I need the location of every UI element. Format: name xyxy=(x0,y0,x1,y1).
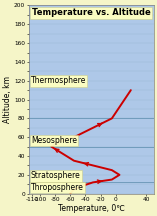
X-axis label: Temperature, 0℃: Temperature, 0℃ xyxy=(58,203,125,213)
Text: Temperature vs. Altitude: Temperature vs. Altitude xyxy=(32,8,150,17)
Text: Stratosphere: Stratosphere xyxy=(31,172,81,181)
Y-axis label: Altitude, km: Altitude, km xyxy=(3,76,12,123)
Text: Thermosphere: Thermosphere xyxy=(31,76,86,86)
Text: Mesosphere: Mesosphere xyxy=(31,136,77,145)
Text: Throposphere: Throposphere xyxy=(31,183,84,192)
